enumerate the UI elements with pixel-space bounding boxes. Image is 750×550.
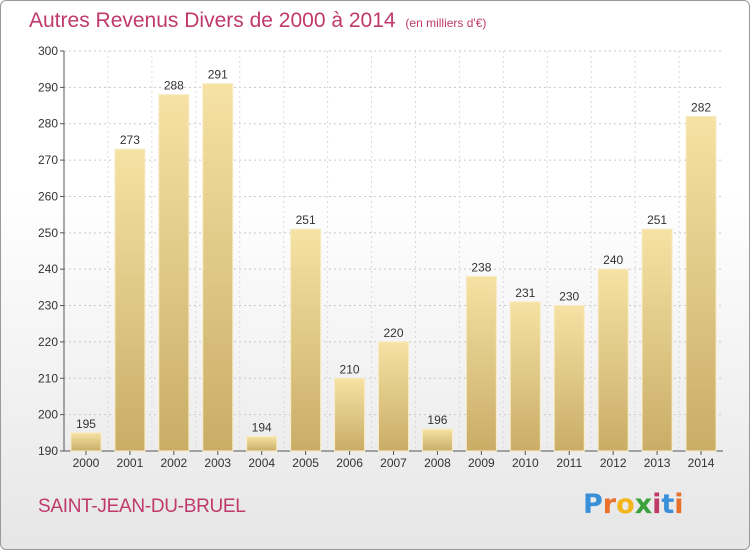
bar-value-label: 240 [603,253,623,267]
x-tick-label: 2001 [117,456,144,470]
y-tick-label: 250 [38,226,58,240]
logo-letter: P [583,489,603,520]
y-tick-label: 290 [38,80,58,94]
y-tick-label: 230 [38,299,58,313]
bar-value-label: 288 [164,79,184,93]
chart-subtitle: (en milliers d'€) [405,16,487,30]
bar-value-label: 273 [120,133,140,147]
bar-2003 [202,83,234,452]
bar-value-label: 220 [383,326,403,340]
y-tick-label: 300 [38,44,58,58]
logo-letter: r [602,489,617,520]
bar-2004 [246,435,278,452]
x-tick-label: 2014 [688,456,715,470]
x-tick-label: 2000 [73,456,100,470]
bar-value-label: 194 [252,420,272,434]
logo-letter: x [634,489,653,520]
bar-2010 [509,301,541,452]
bar-2007 [378,341,409,452]
chart-title-text: Autres Revenus Divers de 2000 à 2014 [29,9,396,32]
bar-2014 [685,115,717,452]
bar-2008 [421,428,453,452]
bar-2009 [465,275,497,452]
bar-value-label: 291 [208,68,228,82]
bar-2002 [158,94,190,452]
logo-letter: o [616,489,635,520]
logo-letter: i [674,489,684,520]
x-tick-label: 2007 [380,456,407,470]
y-tick-label: 240 [38,262,58,276]
bar-2006 [334,377,366,452]
y-tick-label: 200 [38,408,58,422]
x-tick-label: 2002 [160,456,187,470]
x-tick-label: 2004 [248,456,275,470]
bar-value-label: 251 [647,213,667,227]
bar-2001 [114,148,146,452]
bar-value-label: 251 [296,213,316,227]
y-tick-label: 260 [38,189,58,203]
bar-2000 [70,432,102,452]
y-tick-label: 210 [38,371,58,385]
logo-letter: t [661,489,675,520]
bar-value-label: 238 [471,260,491,274]
y-tick-label: 270 [38,153,58,167]
x-tick-label: 2012 [600,456,627,470]
x-tick-label: 2005 [292,456,319,470]
x-tick-label: 2008 [424,456,451,470]
bar-2012 [597,268,629,452]
x-tick-label: 2011 [556,456,582,470]
y-tick-label: 220 [38,335,58,349]
bar-value-label: 282 [691,100,711,114]
bar-value-label: 231 [515,286,535,300]
bar-2005 [290,228,322,452]
bar-value-label: 195 [76,417,96,431]
x-tick-label: 2013 [644,456,671,470]
x-tick-label: 2009 [468,456,495,470]
y-tick-label: 190 [38,444,58,458]
chart-title: Autres Revenus Divers de 2000 à 2014 (en… [29,9,486,33]
logo-letter: i [652,489,662,520]
city-name: SAINT-JEAN-DU-BRUEL [38,496,246,517]
bar-value-label: 210 [340,362,360,376]
x-tick-label: 2003 [204,456,231,470]
y-tick-label: 280 [38,117,58,131]
bar-value-label: 196 [427,413,447,427]
bar-value-label: 230 [559,290,579,304]
x-tick-label: 2010 [512,456,539,470]
proxiti-logo[interactable]: Proxiti [583,489,684,520]
bar-2013 [641,228,673,452]
bar-2011 [553,305,585,452]
x-tick-label: 2006 [336,456,363,470]
